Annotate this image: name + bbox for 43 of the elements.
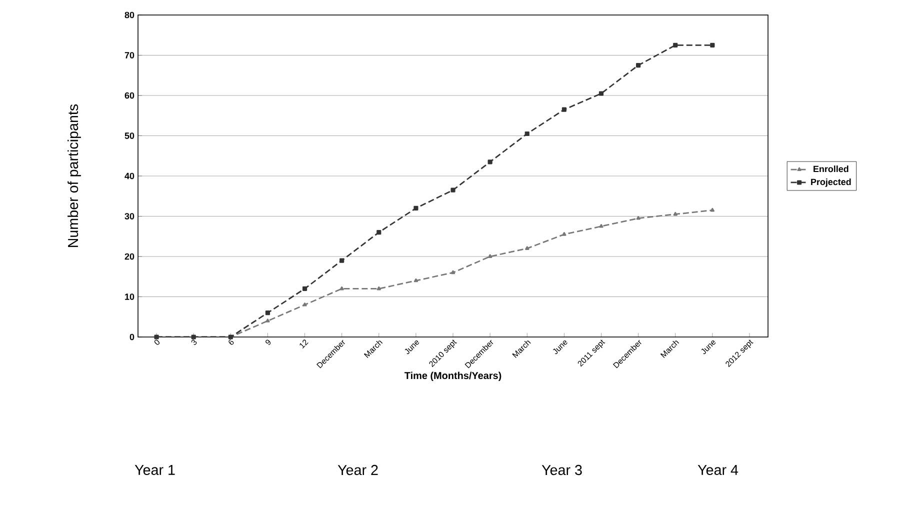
y-tick-label: 60 xyxy=(124,92,134,99)
point xyxy=(266,318,270,322)
point xyxy=(524,131,530,136)
y-tick-label: 80 xyxy=(124,12,134,18)
y-tick-label: 40 xyxy=(124,172,134,180)
point xyxy=(450,188,456,192)
point xyxy=(340,286,344,290)
x-axis-title: Time (Months/Years) xyxy=(404,372,502,382)
point xyxy=(414,278,418,282)
point xyxy=(599,224,604,228)
text: Year 1 xyxy=(134,464,175,476)
point xyxy=(562,107,566,112)
point xyxy=(488,160,492,164)
point xyxy=(488,254,492,258)
y-tick-label: 0 xyxy=(130,334,134,340)
y-tick-label: 30 xyxy=(124,213,134,220)
y-axis-title: Number of participants xyxy=(68,104,81,247)
text: Year 3 xyxy=(542,464,582,476)
point xyxy=(636,63,641,68)
point xyxy=(710,208,714,212)
text: Year 2 xyxy=(338,464,378,476)
point xyxy=(673,212,678,216)
point xyxy=(340,258,344,263)
point xyxy=(414,206,418,210)
y-tick-label: 20 xyxy=(124,253,134,260)
point xyxy=(710,42,715,48)
legend-label: Enrolled xyxy=(814,166,848,172)
point xyxy=(302,302,307,306)
point xyxy=(636,216,640,220)
y-tick-label: 70 xyxy=(124,52,134,58)
point xyxy=(673,42,678,48)
legend-label: Projected xyxy=(811,178,851,187)
y-tick-label: 10 xyxy=(125,294,134,300)
point xyxy=(598,91,604,96)
point xyxy=(376,230,382,235)
point xyxy=(450,270,456,274)
point xyxy=(302,286,308,291)
y-tick-label: 50 xyxy=(124,132,134,139)
point xyxy=(376,286,381,290)
text: Year 4 xyxy=(698,464,738,476)
point xyxy=(265,310,270,316)
point xyxy=(562,232,566,236)
point xyxy=(525,246,530,250)
